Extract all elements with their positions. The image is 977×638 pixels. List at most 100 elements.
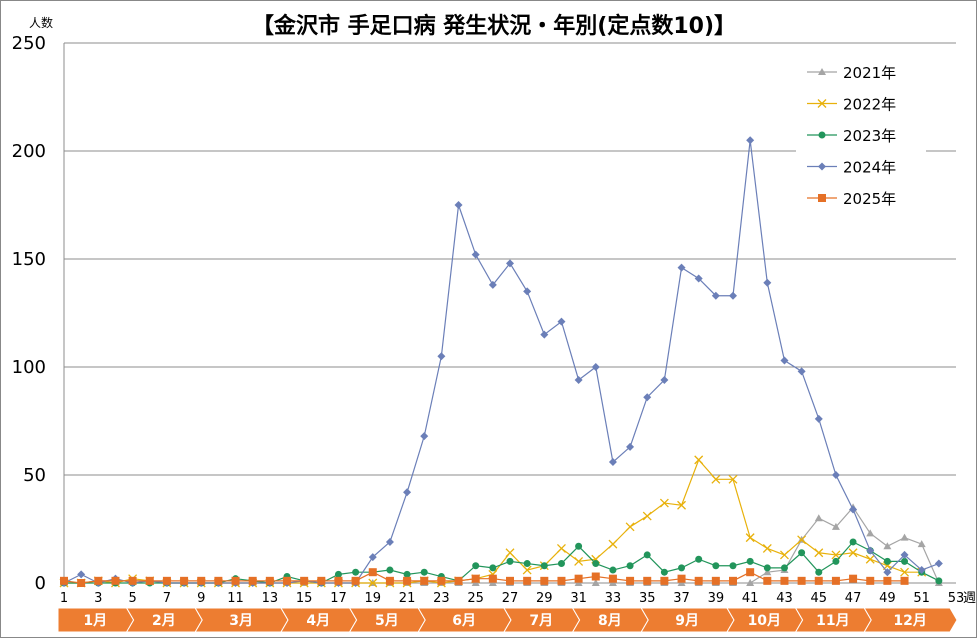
y-tick-label: 200 — [12, 141, 46, 162]
data-point — [762, 543, 772, 553]
legend-label: 2023年 — [843, 127, 896, 145]
series-2025年 — [60, 568, 909, 587]
x-tick-label: 25 — [467, 591, 484, 606]
x-tick-label: 21 — [399, 591, 416, 606]
series-line — [64, 506, 940, 584]
data-point — [849, 505, 858, 514]
data-point — [454, 576, 463, 585]
legend-box — [796, 56, 926, 216]
legend-label: 2024年 — [843, 159, 896, 177]
x-stroke — [368, 578, 378, 588]
data-point — [506, 576, 514, 585]
data-point — [574, 375, 583, 384]
data-point — [300, 576, 309, 585]
month-label: 7月 — [529, 613, 553, 629]
data-point — [608, 539, 618, 549]
x-axis-unit: 週 — [963, 591, 976, 606]
legend-swatch-marker — [818, 162, 826, 171]
data-point — [917, 540, 926, 548]
x-tick-label: 11 — [227, 591, 244, 606]
series-2021年 — [60, 503, 943, 586]
data-point — [403, 570, 411, 578]
data-point — [831, 576, 840, 585]
data-point — [643, 576, 652, 585]
data-point — [505, 548, 515, 558]
data-point — [557, 317, 566, 326]
x-tick-label: 7 — [163, 591, 171, 606]
series-line — [63, 571, 905, 584]
data-point — [711, 576, 720, 585]
x-tick-label: 45 — [810, 591, 827, 606]
x-tick-label: 15 — [296, 591, 313, 606]
data-point — [866, 576, 875, 585]
data-point — [797, 535, 807, 545]
data-point — [488, 280, 497, 289]
data-point — [900, 550, 909, 559]
data-point — [608, 458, 617, 467]
data-point — [540, 330, 549, 339]
data-point — [831, 471, 840, 479]
data-point — [729, 576, 737, 585]
x-tick-label: 3 — [94, 591, 102, 606]
x-tick-label: 5 — [128, 591, 136, 606]
data-point — [128, 576, 137, 585]
data-point — [746, 557, 754, 565]
data-point — [214, 576, 223, 585]
legend-label: 2021年 — [843, 64, 896, 82]
month-label: 1月 — [83, 613, 107, 629]
data-point — [814, 576, 823, 585]
month-label: 5月 — [375, 613, 399, 629]
x-stroke — [642, 511, 652, 521]
month-label: 6月 — [452, 613, 476, 629]
data-point — [94, 576, 103, 585]
chart-title: 【金沢市 手足口病 発生状況・年別(定点数10)】 — [252, 13, 736, 39]
data-point — [420, 568, 428, 576]
data-point — [591, 572, 600, 581]
x-tick-label: 33 — [605, 591, 622, 606]
data-point — [609, 566, 617, 574]
series-line — [63, 140, 940, 584]
month-band: 1月 2月 3月 4月 5月 6月 7月 8月 9月 10月 11月 12月 — [57, 607, 958, 633]
data-point — [712, 562, 720, 570]
data-point — [368, 568, 377, 577]
y-axis-label: 人数 — [29, 15, 53, 30]
x-tick-label: 35 — [639, 591, 656, 606]
x-stroke — [659, 498, 669, 508]
data-point — [540, 576, 549, 585]
data-point — [900, 567, 909, 577]
data-point — [694, 274, 703, 283]
x-tick-labels: 1 3 5 7 9 11 13 15 17 19 21 23 25 27 29 31 33 35 37 39 41 43 4… — [60, 591, 964, 606]
data-point — [625, 522, 635, 532]
x-tick-label: 29 — [536, 591, 553, 606]
x-stroke — [557, 543, 566, 553]
data-point — [162, 576, 171, 585]
data-point — [815, 568, 823, 576]
data-point — [660, 375, 669, 384]
x-stroke — [677, 500, 686, 510]
x-tick-label: 23 — [433, 591, 450, 606]
x-stroke — [865, 554, 875, 564]
y-tick-label: 150 — [12, 249, 46, 270]
data-point — [900, 576, 909, 585]
data-point — [883, 557, 891, 565]
data-point — [677, 500, 686, 510]
legend-swatch-marker — [818, 194, 826, 202]
x-stroke — [797, 535, 807, 545]
data-point — [677, 263, 686, 272]
data-point — [471, 250, 480, 259]
data-point — [574, 574, 583, 583]
data-point — [557, 576, 566, 585]
data-point — [60, 576, 68, 585]
data-point — [660, 576, 669, 585]
legend-swatch-marker — [818, 131, 826, 139]
x-stroke — [814, 548, 824, 558]
x-tick-label: 37 — [673, 591, 690, 606]
data-point — [865, 554, 875, 564]
data-point — [849, 538, 857, 546]
data-point — [780, 576, 789, 585]
data-point — [437, 576, 446, 585]
data-point — [283, 576, 291, 585]
data-point — [591, 579, 600, 586]
x-tick-label: 49 — [879, 591, 896, 606]
data-point — [866, 546, 875, 555]
